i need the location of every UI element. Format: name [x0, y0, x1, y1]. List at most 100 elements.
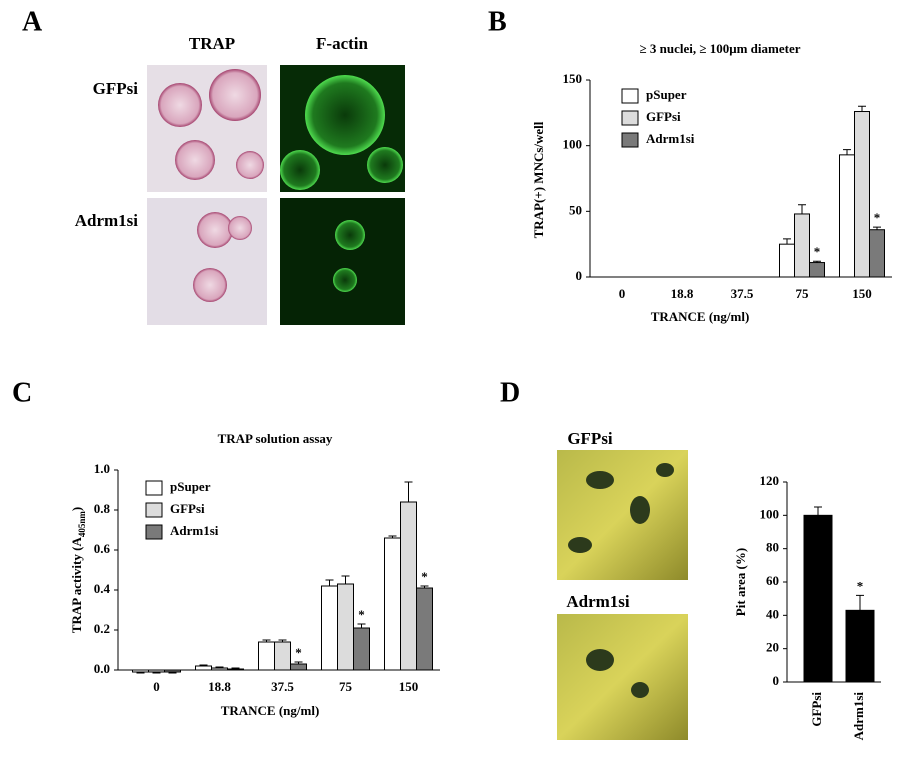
y-axis-label-part: ) — [69, 507, 84, 511]
bar — [803, 514, 833, 683]
bar — [164, 669, 181, 673]
significance: * — [814, 244, 821, 259]
legend-swatch — [145, 524, 163, 540]
y-tick-label: 100 — [563, 137, 583, 152]
panel-label: A — [22, 6, 43, 37]
legend-label: GFPsi — [170, 501, 205, 516]
error-bar — [152, 672, 161, 674]
y-tick-label: 20 — [766, 640, 779, 655]
micrograph — [557, 450, 688, 580]
micrograph — [557, 614, 688, 740]
significance: * — [358, 607, 365, 622]
error-bar — [325, 579, 334, 586]
micrograph — [280, 198, 405, 325]
x-tick-label: 37.5 — [731, 286, 754, 301]
legend-label: pSuper — [170, 479, 211, 494]
error-bar — [262, 639, 271, 642]
legend-label: pSuper — [646, 87, 687, 102]
x-tick-label: 0 — [619, 286, 626, 301]
legend-swatch — [145, 502, 163, 518]
x-axis-label: TRANCE (ng/ml) — [221, 703, 320, 718]
x-tick-label: 75 — [796, 286, 810, 301]
row-label: GFPsi — [93, 79, 139, 98]
chart-title: ≥ 3 nuclei, ≥ 100μm diameter — [639, 41, 800, 56]
micrograph — [147, 198, 267, 325]
significance: * — [857, 578, 864, 593]
panel-label: C — [12, 377, 32, 408]
x-tick-label: GFPsi — [809, 692, 824, 727]
error-bar — [388, 535, 397, 538]
y-axis-label: Pit area (%) — [733, 548, 748, 616]
error-bar — [813, 260, 821, 263]
bar — [227, 668, 244, 671]
y-tick-label: 0.0 — [94, 661, 110, 676]
panel-label: B — [488, 6, 507, 37]
y-tick-label: 0.2 — [94, 621, 110, 636]
y-axis-label-part: 405nm — [77, 511, 87, 538]
error-bar — [168, 672, 177, 674]
row-label: Adrm1si — [75, 211, 139, 230]
x-tick-label: 150 — [399, 679, 419, 694]
y-tick-label: 0 — [773, 673, 780, 688]
error-bar — [843, 149, 851, 155]
y-axis-label-part: TRAP activity (A — [69, 537, 84, 634]
bar — [384, 537, 401, 671]
x-tick-label: 150 — [852, 286, 872, 301]
y-tick-label: 0.6 — [94, 541, 111, 556]
bar — [839, 154, 855, 278]
legend-label: Adrm1si — [170, 523, 219, 538]
error-bar — [404, 481, 413, 502]
x-axis-label: TRANCE (ng/ml) — [651, 309, 750, 324]
error-bar — [858, 105, 866, 112]
y-tick-label: 0.4 — [94, 581, 111, 596]
bar — [211, 667, 228, 671]
bar — [869, 229, 885, 278]
error-bar — [783, 238, 791, 245]
error-bar — [856, 594, 864, 611]
error-bar — [294, 661, 303, 664]
bar — [779, 243, 795, 278]
bar — [290, 663, 307, 671]
legend-swatch — [621, 132, 639, 148]
y-tick-label: 0.8 — [94, 501, 111, 516]
error-bar — [873, 226, 881, 230]
bar — [416, 587, 433, 671]
x-tick-label: 37.5 — [271, 679, 294, 694]
error-bar — [199, 664, 208, 666]
y-axis-label: TRAP activity (A405nm) — [69, 507, 87, 633]
bar — [809, 262, 825, 278]
y-tick-label: 1.0 — [94, 461, 110, 476]
error-bar — [215, 666, 224, 668]
error-bar — [357, 623, 366, 628]
y-tick-label: 120 — [760, 473, 780, 488]
significance: * — [421, 569, 428, 584]
row-label: Adrm1si — [566, 592, 630, 611]
x-tick-label: 75 — [339, 679, 353, 694]
column-label: TRAP — [189, 34, 235, 53]
y-tick-label: 80 — [766, 540, 779, 555]
bar — [353, 627, 370, 671]
row-label: GFPsi — [567, 429, 613, 448]
x-tick-label: Adrm1si — [851, 692, 866, 741]
legend-label: Adrm1si — [646, 131, 695, 146]
error-bar — [420, 585, 429, 588]
micrograph — [280, 65, 405, 192]
legend-label: GFPsi — [646, 109, 681, 124]
bar — [195, 665, 212, 671]
bar — [854, 111, 870, 278]
y-axis-label: TRAP(+) MNCs/well — [531, 121, 546, 238]
bar — [794, 213, 810, 278]
error-bar — [136, 672, 145, 674]
micrograph — [147, 65, 267, 192]
bar — [337, 583, 354, 671]
column-label: F-actin — [316, 34, 368, 53]
error-bar — [814, 506, 822, 516]
x-tick-label: 0 — [153, 679, 160, 694]
y-tick-label: 50 — [569, 202, 582, 217]
error-bar — [231, 667, 240, 669]
bar — [258, 641, 275, 671]
y-tick-label: 100 — [760, 506, 780, 521]
bar — [132, 669, 149, 673]
bar — [274, 641, 291, 671]
